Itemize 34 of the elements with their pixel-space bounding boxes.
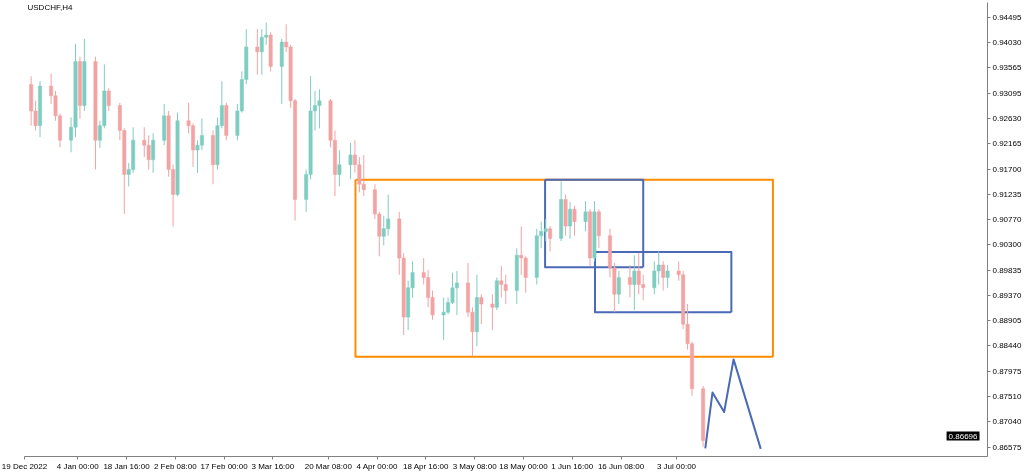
x-tick-label: 3 Jul 00:00 [656, 461, 697, 471]
y-tick-label: 0.90770 [992, 214, 1022, 224]
x-tick-label: 18 Apr 16:00 [402, 461, 449, 471]
x-tick-label: 19 Dec 2022 [1, 461, 48, 471]
x-tick-label: 17 Feb 00:00 [200, 461, 249, 471]
y-tick-label: 0.89370 [992, 290, 1022, 300]
x-tick-label: 4 Apr 00:00 [356, 461, 398, 471]
y-tick-label: 0.87040 [992, 417, 1022, 427]
x-tick-label: 18 May 00:00 [499, 461, 549, 471]
y-tick-label: 0.93095 [992, 88, 1022, 98]
y-tick-label: 0.94495 [992, 12, 1022, 22]
x-tick-label: 3 May 08:00 [452, 461, 498, 471]
y-tick-label: 0.91235 [992, 189, 1022, 199]
y-tick-label: 0.92165 [992, 139, 1022, 149]
x-tick-label: 1 Jun 16:00 [551, 461, 594, 471]
y-tick-label: 0.93565 [992, 63, 1022, 73]
y-tick-label: 0.90300 [992, 240, 1022, 250]
x-tick-label: 4 Jan 00:00 [56, 461, 100, 471]
y-tick-label: 0.94030 [992, 38, 1022, 48]
y-tick-label: 0.86575 [992, 442, 1022, 452]
chart-title: USDCHF,H4 [27, 2, 73, 12]
y-tick-label: 0.87975 [992, 366, 1022, 376]
y-tick-label: 0.91700 [992, 164, 1022, 174]
x-tick-label: 16 Jun 08:00 [597, 461, 645, 471]
y-tick-label: 0.88905 [992, 316, 1022, 326]
annotation: 0.86696 [948, 431, 979, 441]
x-tick-label: 3 Mar 16:00 [251, 461, 295, 471]
x-tick-label: 20 Mar 08:00 [304, 461, 353, 471]
x-tick-label: 2 Feb 08:00 [153, 461, 198, 471]
y-tick-label: 0.92630 [992, 114, 1022, 124]
x-tick-label: 18 Jan 16:00 [103, 461, 151, 471]
y-tick-label: 0.89835 [992, 265, 1022, 275]
y-tick-label: 0.87510 [992, 391, 1022, 401]
y-tick-label: 0.88440 [992, 341, 1022, 351]
